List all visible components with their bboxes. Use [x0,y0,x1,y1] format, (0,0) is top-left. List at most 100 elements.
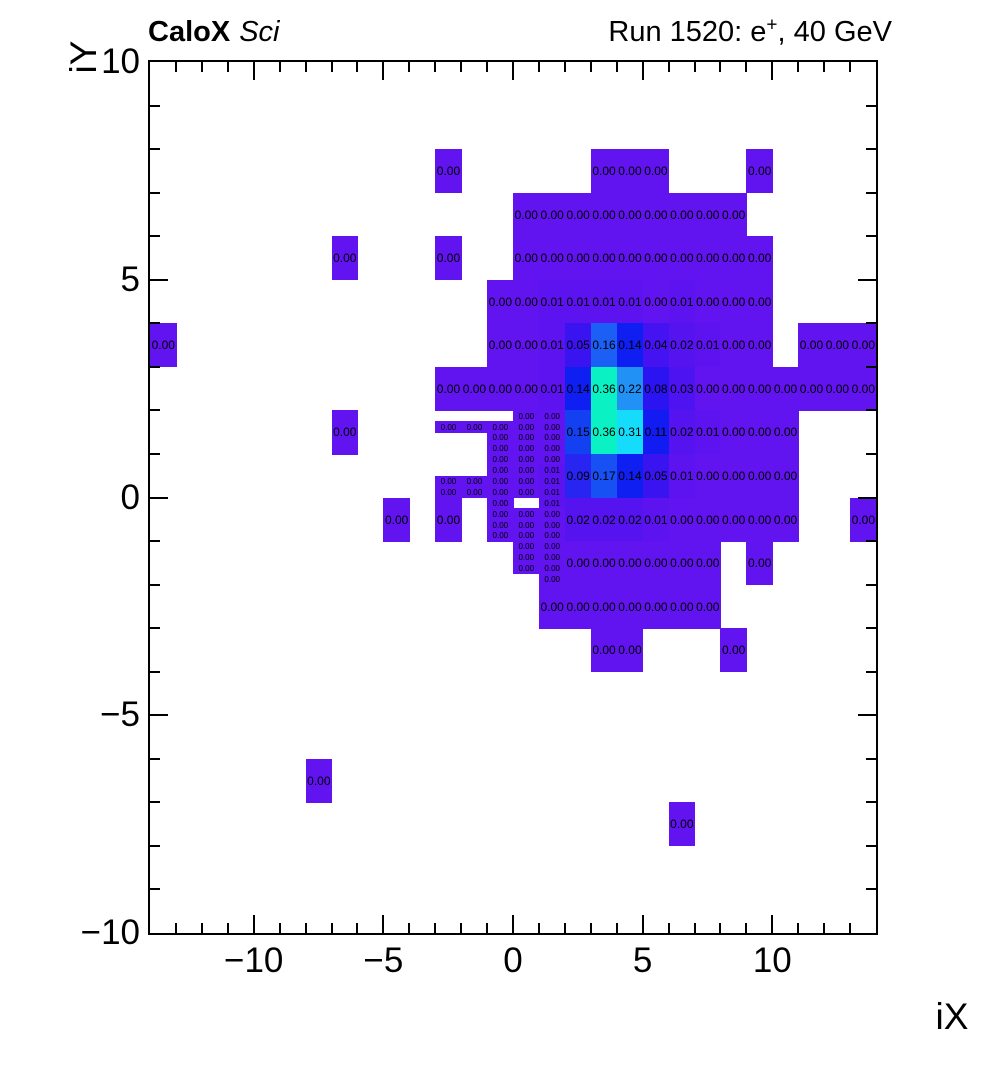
heatmap-fine-cell: 0.00 [487,530,514,542]
axis-tick [150,801,160,804]
heatmap-cell: 0.00 [798,323,825,368]
axis-tick [460,923,463,933]
heatmap-cell: 0.01 [642,497,670,542]
heatmap-cell: 0.00 [694,236,722,281]
axis-tick [849,62,852,72]
heatmap-cell: 0.00 [642,279,670,324]
heatmap-cell: 0.00 [538,236,566,281]
heatmap-fine-cell: 0.00 [435,475,462,488]
axis-tick [719,62,722,72]
heatmap-fine-cell: 0.00 [538,519,566,531]
heatmap-fine-cell: 0.00 [513,410,540,422]
heatmap-cell: 0.00 [513,366,540,411]
heatmap-cell: 0.00 [590,236,618,281]
heatmap-cell: 0.00 [538,584,566,629]
axis-tick [304,62,307,72]
heatmap-cell: 0.00 [772,497,799,542]
heatmap-cell: 0.00 [668,541,696,586]
heatmap-cell: 0.00 [746,279,773,324]
heatmap-fine-cell: 0.00 [538,562,566,575]
heatmap-cell: 0.00 [487,323,514,368]
axis-tick [771,62,774,80]
heatmap-cell: 0.00 [642,236,670,281]
axis-tick [866,757,876,760]
heatmap-cell: 0.00 [642,192,670,237]
axis-tick [382,62,385,80]
heatmap-cell: 0.00 [487,279,514,324]
heatmap-cell: 0.00 [668,192,696,237]
axis-tick [150,278,168,281]
heatmap-fine-cell: 0.00 [461,486,488,499]
heatmap-cell: 0.01 [668,453,696,499]
x-tick-label: 0 [503,941,523,980]
heatmap-cell: 0.00 [694,541,722,586]
energy-text: , 40 GeV [777,16,892,48]
axis-tick [150,322,160,325]
heatmap-fine-cell: 0.00 [513,464,540,477]
heatmap-fine-cell: 0.00 [513,530,540,542]
axis-tick [866,322,876,325]
heatmap-fine-cell: 0.00 [487,497,514,509]
heatmap-cell: 0.00 [746,410,773,455]
axis-tick [150,148,160,151]
axis-tick [641,915,644,933]
heatmap-cell: 0.00 [461,366,488,411]
heatmap-cell: 0.31 [616,410,644,455]
axis-tick [408,62,411,72]
heatmap-cell: 0.00 [642,149,670,194]
heatmap-cell: 0.00 [616,541,644,586]
heatmap-cell: 0.00 [850,497,876,542]
heatmap-fine-cell: 0.00 [435,421,462,433]
heatmap-fine-cell: 0.00 [513,453,540,466]
axis-tick [150,104,160,107]
axis-tick [486,923,489,933]
heatmap-cell: 0.01 [616,279,644,324]
heatmap-cell: 0.00 [694,279,722,324]
heatmap-fine-cell: 0.00 [538,573,566,586]
heatmap-fine-cell: 0.01 [538,497,566,509]
axis-tick [537,62,540,72]
heatmap-fine-cell: 0.00 [461,421,488,433]
axis-tick [589,923,592,933]
heatmap-cell: 0.00 [642,584,670,629]
heatmap-cell: 0.00 [590,192,618,237]
heatmap-cell: 0.00 [746,497,773,542]
axis-tick [563,62,566,72]
axis-tick [486,62,489,72]
heatmap-cell: 0.03 [668,366,696,411]
heatmap-cell: 0.00 [746,236,773,281]
heatmap-fine-cell: 0.00 [513,519,540,531]
axis-tick [866,409,876,412]
experiment-name: CaloX [148,16,231,48]
y-tick-label: −10 [80,913,140,952]
heatmap-cell: 0.00 [746,541,773,586]
heatmap-cell: 0.00 [746,323,773,368]
x-tick-label: −10 [224,941,284,980]
heatmap-cell: 0.00 [564,584,592,629]
heatmap-cell: 0.00 [720,192,747,237]
axis-tick [304,923,307,933]
y-tick-label: 0 [120,477,140,517]
heatmap-cell: 0.00 [331,236,359,281]
heatmap-cell: 0.02 [668,323,696,368]
heatmap-cell: 0.01 [694,323,722,368]
heatmap-cell: 0.00 [720,497,747,542]
axis-tick [174,923,177,933]
heatmap-cell: 0.00 [513,192,540,237]
heatmap-cell: 0.01 [538,279,566,324]
heatmap-fine-cell: 0.00 [513,486,540,499]
y-axis-title: iY [63,40,104,74]
axis-tick [226,923,229,933]
axis-tick [866,627,876,630]
heatmap-cell: 0.00 [616,584,644,629]
heatmap-fine-cell: 0.00 [487,475,514,488]
heatmap-cell: 0.00 [694,192,722,237]
heatmap-layer: 0.00 0.00 0.00 0.00 0.00 0.00 0.00 0.00 0.00 0.00… [150,62,876,933]
heatmap-cell: 0.00 [746,366,773,411]
axis-tick [252,62,255,80]
heatmap-cell: 0.00 [824,323,851,368]
axis-tick [615,62,618,72]
heatmap-cell: 0.00 [668,584,696,629]
axis-tick [823,62,826,72]
heatmap-cell: 0.22 [616,366,644,411]
